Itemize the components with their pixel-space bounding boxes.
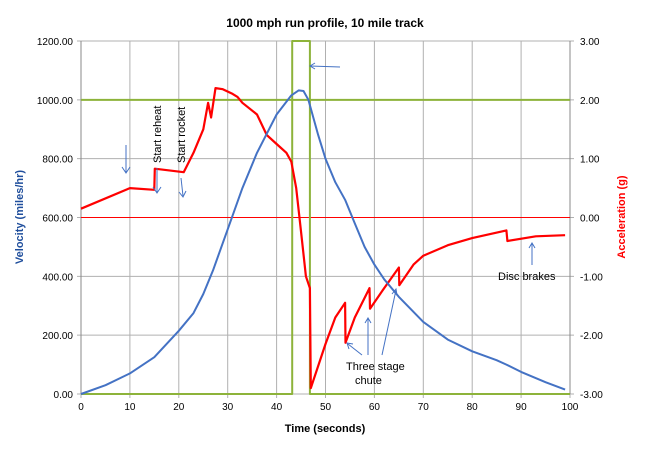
- annotations: [121, 62, 536, 356]
- arrow-icon: [178, 177, 187, 198]
- x-tick-label: 40: [271, 402, 283, 413]
- arrow-icon: [364, 317, 372, 355]
- ticks: 0 10 20 30 40 50 60 70 80 90 1000.00200.00400.0060…: [37, 37, 603, 413]
- x-tick-label: 50: [320, 402, 332, 413]
- y2-tick-label: -2.00: [580, 331, 603, 342]
- annotation-disc-brakes: Disc brakes: [498, 271, 556, 283]
- y-axis-label: Velocity (miles/hr): [14, 170, 26, 264]
- arrow-icon: [346, 342, 363, 356]
- series: [80, 40, 570, 395]
- y-tick-label: 0.00: [54, 390, 74, 401]
- arrow-icon: [381, 287, 398, 356]
- marker-line: [81, 40, 570, 395]
- annotation-start-reheat: Start reheat: [152, 106, 164, 163]
- arrow-icon: [528, 242, 536, 265]
- annotation-chute-line2: chute: [355, 375, 382, 387]
- velocity-line: [80, 89, 566, 395]
- y-tick-label: 200.00: [42, 331, 73, 342]
- annotation-start-rocket: Start rocket: [176, 107, 188, 163]
- x-tick-label: 60: [369, 402, 381, 413]
- y-tick-label: 400.00: [42, 272, 73, 283]
- arrow-icon: [121, 145, 131, 174]
- x-tick-label: 90: [516, 402, 528, 413]
- acceleration-line: [80, 86, 566, 390]
- y2-axis-label: Acceleration (g): [616, 175, 628, 258]
- y-tick-label: 1200.00: [37, 37, 74, 48]
- y2-tick-label: 1.00: [580, 155, 600, 166]
- y2-tick-label: 2.00: [580, 96, 600, 107]
- x-tick-label: 0: [78, 402, 84, 413]
- x-tick-label: 80: [467, 402, 479, 413]
- x-tick-label: 30: [222, 402, 234, 413]
- x-tick-label: 20: [173, 402, 185, 413]
- y-tick-label: 1000.00: [37, 96, 74, 107]
- x-tick-label: 70: [418, 402, 430, 413]
- y2-tick-label: -3.00: [580, 390, 603, 401]
- y2-tick-label: 0.00: [580, 214, 600, 225]
- y-tick-label: 800.00: [42, 155, 73, 166]
- annotation-chute-line1: Three stage: [346, 361, 405, 373]
- y2-tick-label: 3.00: [580, 37, 600, 48]
- x-tick-label: 10: [124, 402, 136, 413]
- y-tick-label: 600.00: [42, 214, 73, 225]
- y2-tick-label: -1.00: [580, 272, 603, 283]
- arrow-icon: [152, 168, 162, 194]
- x-tick-label: 100: [562, 402, 579, 413]
- arrow-icon: [309, 62, 341, 70]
- x-axis-label: Time (seconds): [285, 423, 366, 435]
- chart-title: 1000 mph run profile, 10 mile track: [226, 16, 424, 30]
